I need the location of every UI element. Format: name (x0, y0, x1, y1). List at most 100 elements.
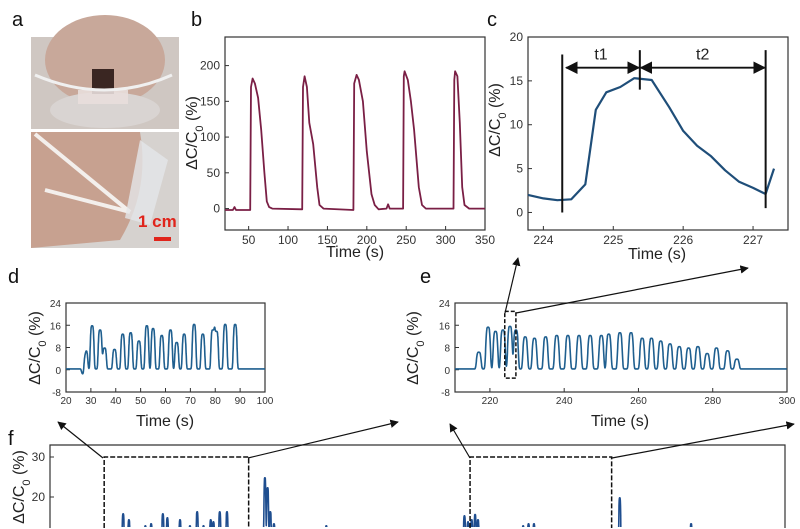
data-series-line-b (225, 70, 485, 211)
panel-label-e: e (420, 266, 431, 288)
y-tick-label: 15 (510, 74, 524, 88)
y-tick-label: 16 (50, 321, 62, 332)
panel-label-f: f (8, 428, 14, 450)
y-label-unit: (%) (184, 96, 201, 125)
y-tick-label: 24 (50, 299, 62, 310)
x-tick-label: 100 (257, 396, 274, 407)
photo-front-view (31, 15, 179, 129)
x-tick-label: 240 (556, 396, 573, 407)
plot-frame (224, 36, 486, 231)
y-tick-label: 5 (516, 162, 523, 176)
panel-label-a: a (12, 9, 24, 31)
y-axis-label: ΔC/C0 (%) (11, 450, 33, 524)
face (45, 15, 165, 105)
panel-label-c: c (487, 9, 497, 31)
arrow-f-to-d-right (247, 419, 399, 459)
y-tick-label: 100 (200, 130, 220, 144)
x-tick-label: 30 (85, 396, 97, 407)
x-tick-label: 350 (475, 233, 495, 247)
x-tick-label: 70 (185, 396, 197, 407)
x-tick-label: 224 (533, 233, 553, 247)
y-label-main: ΔC/C (27, 347, 44, 385)
y-label-main: ΔC/C (11, 486, 28, 524)
y-axis-label: ΔC/C0 (%) (184, 96, 206, 170)
zoom-connector-arrows (57, 257, 795, 459)
x-tick-label: 300 (779, 396, 796, 407)
y-tick-label: 8 (55, 344, 61, 355)
arrow-e-to-c-right (515, 265, 749, 314)
y-tick-label: 50 (207, 166, 221, 180)
x-tick-label: 225 (603, 233, 623, 247)
photo-side-view (31, 132, 179, 248)
y-tick-label: 0 (444, 366, 450, 377)
mask-strap-upper (33, 132, 132, 214)
y-tick-label: 0 (213, 202, 220, 216)
x-tick-label: 200 (357, 233, 377, 247)
x-tick-label: 20 (60, 396, 72, 407)
y-tick-label: 150 (200, 94, 220, 108)
scale-bar-label: 1 cm (138, 212, 177, 231)
sensor-holder (78, 90, 128, 104)
x-tick-label: 50 (135, 396, 147, 407)
y-tick-label: 20 (510, 30, 524, 44)
y-label-subscript: 0 (497, 112, 509, 118)
scale-bar (154, 237, 171, 241)
x-tick-label: 40 (110, 396, 122, 407)
t2-label: t2 (696, 47, 709, 64)
x-tick-label: 260 (630, 396, 647, 407)
y-label-unit: (%) (405, 311, 422, 340)
y-tick-label: 0 (55, 366, 61, 377)
y-label-unit: (%) (11, 450, 28, 479)
x-tick-label: 90 (235, 396, 247, 407)
y-axis-label: ΔC/C0 (%) (27, 311, 49, 385)
chart-panel-b: b 0 50 100 150 200 50 100 150 200 250 300 350 Time (s… (184, 9, 495, 261)
zoom-window-box-1 (103, 456, 250, 528)
y-axis-label: ΔC/C0 (%) (405, 311, 427, 385)
arrow-f-to-e-right (611, 421, 795, 459)
x-tick-label: 80 (210, 396, 222, 407)
data-series-line-d (65, 323, 266, 375)
x-tick-label: 227 (743, 233, 763, 247)
mask-strap-lower (44, 188, 131, 214)
y-tick-label: 16 (439, 321, 451, 332)
y-label-main: ΔC/C (405, 347, 422, 385)
data-series-line-c (527, 77, 776, 202)
x-tick-label: 60 (160, 396, 172, 407)
x-tick-label: 100 (278, 233, 298, 247)
collar (50, 92, 160, 128)
x-tick-label: 250 (396, 233, 416, 247)
y-tick-label: -8 (441, 388, 450, 399)
mask-shield (125, 140, 168, 225)
y-tick-label: 0 (516, 205, 523, 219)
t1-label: t1 (594, 47, 607, 64)
x-tick-label: 150 (317, 233, 337, 247)
y-label-main: ΔC/C (487, 119, 504, 157)
zoom-window-box-2 (469, 456, 613, 528)
x-tick-label: 50 (242, 233, 256, 247)
y-tick-label: 24 (439, 299, 451, 310)
zoom-window-box (504, 310, 517, 379)
arrow-e-to-c-left (504, 257, 521, 314)
y-tick-label: 10 (510, 118, 524, 132)
plot-frame (65, 302, 266, 393)
y-tick-label: 20 (32, 490, 46, 504)
y-label-subscript: 0 (21, 479, 33, 485)
x-axis-label: Time (s) (628, 246, 686, 263)
x-tick-label: 220 (482, 396, 499, 407)
y-axis-label: ΔC/C0 (%) (487, 83, 509, 157)
x-axis-label: Time (s) (326, 244, 384, 261)
y-tick-label: 30 (32, 450, 46, 464)
arrow-f-to-d-left (57, 421, 104, 459)
x-tick-label: 280 (704, 396, 721, 407)
x-axis-label: Time (s) (136, 413, 194, 430)
y-tick-label: 200 (200, 59, 220, 73)
sensor-patch (92, 69, 114, 94)
x-tick-label: 300 (436, 233, 456, 247)
x-tick-label: 226 (673, 233, 693, 247)
panel-label-b: b (191, 9, 202, 31)
arrow-f-to-e-left (449, 423, 471, 459)
